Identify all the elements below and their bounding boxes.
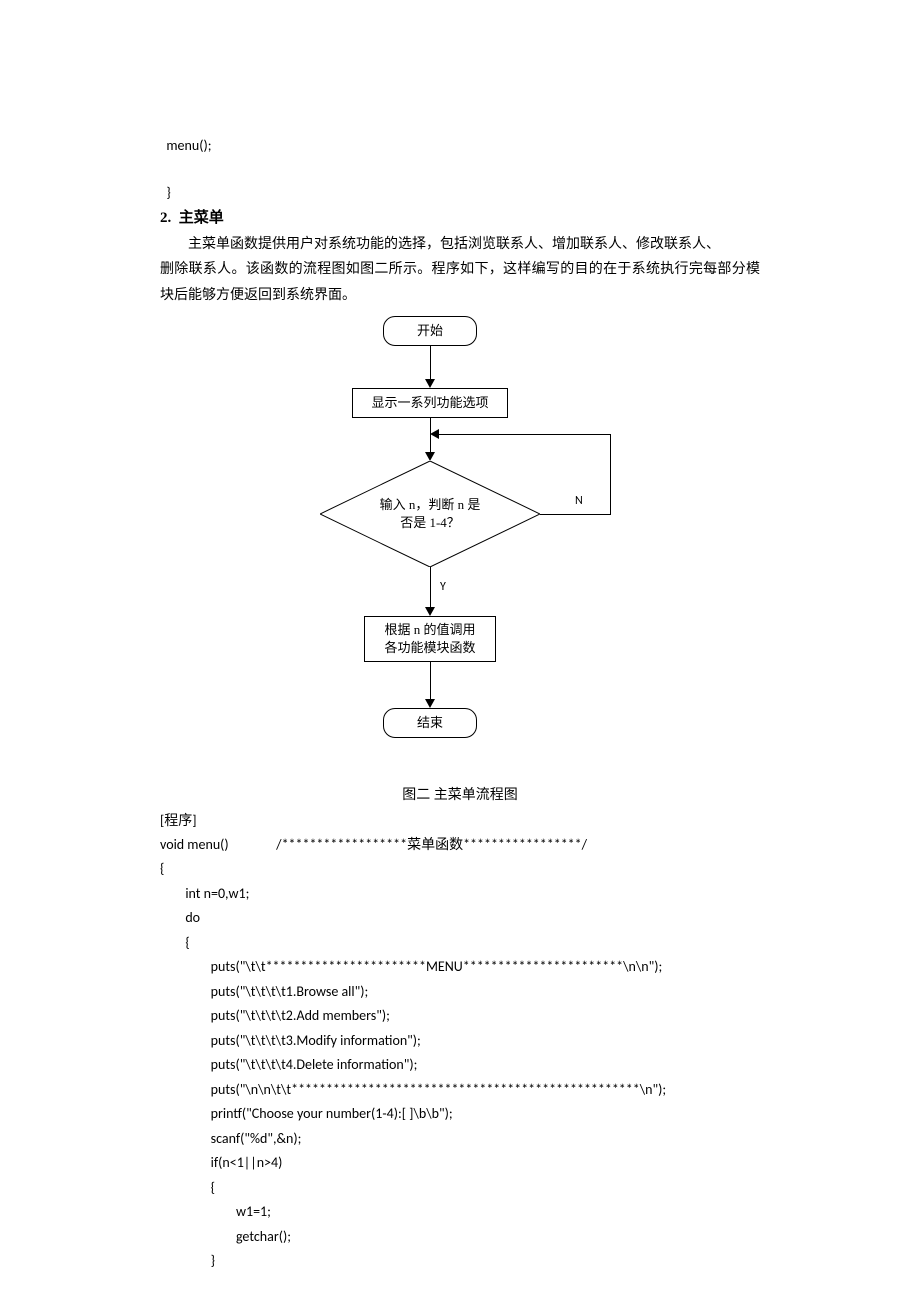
flowchart-node-start: 开始 bbox=[383, 316, 477, 346]
section-number: 2. bbox=[160, 210, 171, 226]
arrow-icon bbox=[425, 379, 435, 388]
arrow-icon bbox=[425, 699, 435, 708]
flowchart-edge bbox=[430, 662, 431, 700]
flowchart-edge bbox=[430, 346, 431, 380]
body-paragraph: 主菜单函数提供用户对系统功能的选择，包括浏览联系人、增加联系人、修改联系人、 bbox=[160, 232, 760, 257]
code-line: int n=0,w1; bbox=[160, 885, 249, 902]
program-label: [程序] bbox=[160, 808, 760, 833]
pre-code-line: menu(); bbox=[166, 137, 211, 154]
code-line: { bbox=[160, 934, 190, 951]
code-line: { bbox=[160, 1179, 215, 1196]
flowchart-edge bbox=[430, 567, 431, 608]
flowchart-edge bbox=[438, 434, 610, 435]
section-title: 主菜单 bbox=[179, 210, 224, 226]
arrow-icon bbox=[425, 607, 435, 616]
node-label: 开始 bbox=[417, 322, 443, 340]
flowchart-container: 开始 显示一系列功能选项 输入 n，判断 n 是 否是 1-4？ N bbox=[160, 316, 760, 804]
flowchart-node-end: 结束 bbox=[383, 708, 477, 738]
code-line: w1=1; bbox=[160, 1203, 271, 1220]
code-line: { bbox=[160, 860, 164, 877]
body-paragraph: 删除联系人。该函数的流程图如图二所示。程序如下，这样编写的目的在于系统执行完每部… bbox=[160, 257, 760, 307]
flowchart-node-decision: 输入 n，判断 n 是 否是 1-4？ bbox=[320, 461, 540, 567]
pre-code-line: } bbox=[166, 184, 170, 201]
code-block: void menu() /******************菜单函数*****… bbox=[160, 833, 760, 1274]
arrow-icon bbox=[430, 429, 439, 439]
node-label-line: 否是 1-4？ bbox=[400, 515, 460, 530]
code-line: puts("\t\t\t\t2.Add members"); bbox=[160, 1007, 390, 1024]
flowchart-node-display: 显示一系列功能选项 bbox=[352, 388, 508, 418]
code-line: do bbox=[160, 909, 200, 926]
arrow-icon bbox=[425, 452, 435, 461]
flowchart-edge bbox=[540, 514, 610, 515]
code-line: puts("\t\t***********************MENU***… bbox=[160, 958, 662, 975]
flowchart: 开始 显示一系列功能选项 输入 n，判断 n 是 否是 1-4？ N bbox=[280, 316, 640, 776]
code-line: getchar(); bbox=[160, 1228, 291, 1245]
flowchart-node-process: 根据 n 的值调用 各功能模块函数 bbox=[364, 616, 496, 662]
code-line: if(n<1||n>4) bbox=[160, 1154, 282, 1171]
code-line: void menu() bbox=[160, 836, 229, 853]
pre-code-block: menu(); } bbox=[160, 110, 760, 205]
code-line: puts("\t\t\t\t3.Modify information"); bbox=[160, 1032, 421, 1049]
code-comment: /******************菜单函数*****************… bbox=[276, 836, 587, 853]
code-line: printf("Choose your number(1-4):[ ]\b\b"… bbox=[160, 1105, 453, 1122]
node-label: 结束 bbox=[417, 714, 443, 732]
section-header: 2. 主菜单 bbox=[160, 205, 760, 232]
code-line: puts("\t\t\t\t4.Delete information"); bbox=[160, 1056, 417, 1073]
flowchart-edge-label-y: Y bbox=[440, 580, 446, 594]
node-label: 输入 n，判断 n 是 否是 1-4？ bbox=[380, 496, 481, 532]
node-label-line: 各功能模块函数 bbox=[384, 640, 475, 655]
node-label-line: 根据 n 的值调用 bbox=[384, 622, 475, 637]
code-line: puts("\t\t\t\t1.Browse all"); bbox=[160, 983, 368, 1000]
flowchart-edge-label-n: N bbox=[575, 494, 583, 508]
flowchart-caption: 图二 主菜单流程图 bbox=[402, 784, 518, 804]
flowchart-edge bbox=[610, 434, 611, 515]
code-line: scanf("%d",&n); bbox=[160, 1130, 301, 1147]
node-label: 显示一系列功能选项 bbox=[371, 394, 488, 412]
code-line: } bbox=[160, 1252, 215, 1269]
code-line: puts("\n\n\t\t**************************… bbox=[160, 1081, 666, 1098]
node-label-line: 输入 n，判断 n 是 bbox=[380, 497, 481, 512]
